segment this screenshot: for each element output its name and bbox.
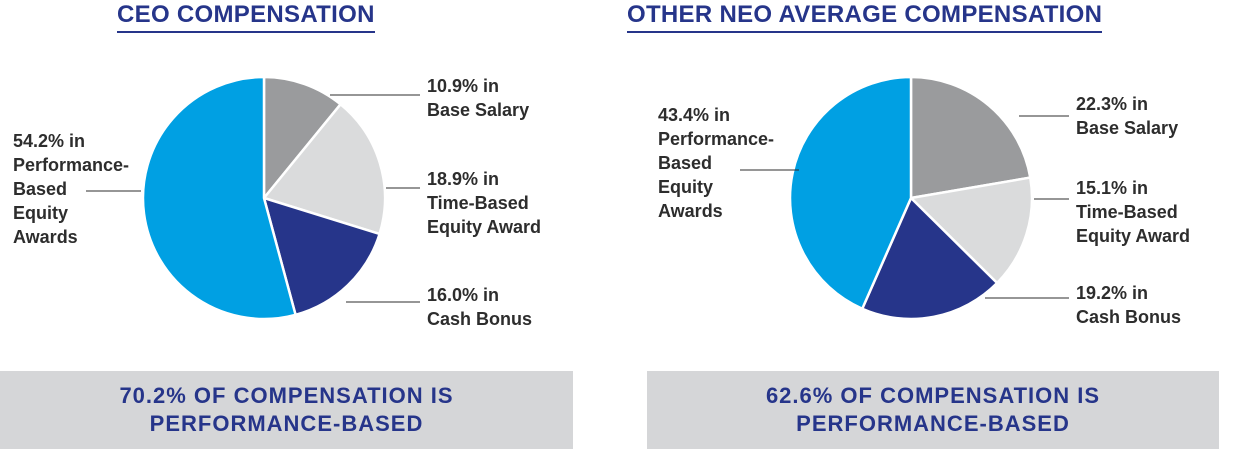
- pie-chart: [86, 75, 420, 321]
- slice-label-line: Awards: [658, 201, 723, 221]
- slice-label-line: 10.9% in: [427, 76, 500, 96]
- slice-label-line: 54.2% in: [13, 131, 86, 151]
- slice-label-line: Awards: [13, 227, 78, 247]
- slice-label: 22.3% in Base Salary: [1076, 92, 1178, 140]
- callout-box: 62.6% OF COMPENSATION IS PERFORMANCE-BAS…: [647, 371, 1219, 449]
- ceo-compensation-panel: CEO COMPENSATION 70.2% OF COMPENSATION I…: [0, 2, 573, 449]
- slice-label: 10.9% in Base Salary: [427, 74, 529, 122]
- slice-label-line: 19.2% in: [1076, 283, 1149, 303]
- slice-label-line: Based: [13, 179, 68, 199]
- callout-box: 70.2% OF COMPENSATION IS PERFORMANCE-BAS…: [0, 371, 573, 449]
- pie-slice-time-based-equity-award: [262, 103, 387, 236]
- callout-line-1: 70.2% OF COMPENSATION IS: [119, 383, 454, 408]
- slice-label-line: Based: [658, 153, 713, 173]
- slice-label-line: 15.1% in: [1076, 178, 1149, 198]
- slice-label: 15.1% in Time-Based Equity Award: [1076, 176, 1190, 248]
- chart-title: CEO COMPENSATION: [117, 2, 375, 33]
- slice-label-line: 16.0% in: [427, 285, 500, 305]
- pie-slice-time-based-equity-award: [909, 176, 1034, 285]
- slice-label-line: Equity Award: [427, 217, 542, 237]
- slice-label-line: Equity: [658, 177, 714, 197]
- slice-label: 18.9% in Time-Based Equity Award: [427, 167, 541, 239]
- pie-slice-cash-bonus: [861, 196, 999, 321]
- pie-slice-performance-based-equity-awards: [141, 75, 297, 321]
- slice-label-line: Time-Based: [1076, 202, 1178, 222]
- slice-label-line: Cash Bonus: [1076, 307, 1182, 327]
- slice-label: 19.2% in Cash Bonus: [1076, 281, 1181, 329]
- slice-label-line: 18.9% in: [427, 169, 500, 189]
- slice-label: 16.0% in Cash Bonus: [427, 283, 532, 331]
- slice-label-line: Performance-: [658, 129, 775, 149]
- callout-line-1: 62.6% OF COMPENSATION IS: [765, 383, 1101, 408]
- pie-slice-performance-based-equity-awards: [788, 75, 913, 310]
- chart-title: OTHER NEO AVERAGE COMPENSATION: [627, 2, 1103, 33]
- slice-label-line: 22.3% in: [1076, 94, 1149, 114]
- slice-label-line: Time-Based: [427, 193, 529, 213]
- slice-label-line: 43.4% in: [658, 105, 731, 125]
- callout-line-2: PERFORMANCE-BASED: [149, 411, 424, 436]
- pie-slice-base-salary: [909, 75, 1032, 200]
- pie-chart: [740, 75, 1069, 321]
- slice-label-line: Base Salary: [1076, 118, 1179, 138]
- slice-label-line: Performance-: [13, 155, 130, 175]
- pie-slice-cash-bonus: [262, 196, 381, 317]
- slice-label: 54.2% in Performance- Based Equity Awards: [13, 129, 129, 249]
- slice-label: 43.4% in Performance- Based Equity Awards: [658, 103, 774, 223]
- slice-label-line: Equity: [13, 203, 69, 223]
- neo-compensation-panel: OTHER NEO AVERAGE COMPENSATION 62.6% OF …: [619, 0, 1238, 450]
- pie-slice-base-salary: [262, 75, 342, 200]
- slice-label-line: Equity Award: [1076, 226, 1191, 246]
- slice-label-line: Cash Bonus: [427, 309, 533, 329]
- callout-line-2: PERFORMANCE-BASED: [796, 411, 1070, 436]
- slice-label-line: Base Salary: [427, 100, 530, 120]
